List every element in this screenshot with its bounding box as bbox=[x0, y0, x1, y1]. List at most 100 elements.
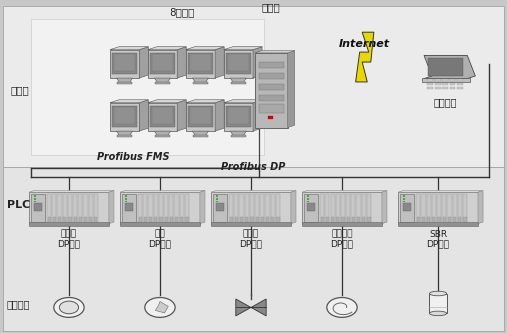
Polygon shape bbox=[186, 50, 215, 78]
Polygon shape bbox=[109, 190, 114, 224]
Bar bbox=[427, 87, 433, 89]
Bar bbox=[302, 222, 382, 226]
Bar bbox=[30, 194, 45, 222]
Bar bbox=[398, 192, 478, 224]
Bar bbox=[114, 108, 135, 125]
Bar bbox=[326, 217, 329, 222]
Bar bbox=[453, 217, 456, 222]
Polygon shape bbox=[148, 100, 186, 103]
Bar bbox=[259, 95, 284, 101]
Bar bbox=[453, 194, 457, 222]
Bar bbox=[463, 217, 466, 222]
Bar bbox=[276, 217, 279, 222]
Text: SBR: SBR bbox=[429, 229, 447, 238]
Polygon shape bbox=[224, 47, 262, 50]
Bar bbox=[84, 217, 87, 222]
Bar bbox=[230, 217, 233, 222]
Bar bbox=[403, 198, 405, 199]
Bar bbox=[336, 194, 340, 222]
Text: Internet: Internet bbox=[339, 39, 390, 49]
Bar bbox=[170, 217, 173, 222]
Bar bbox=[114, 54, 135, 71]
Bar bbox=[427, 79, 433, 81]
Bar bbox=[216, 200, 218, 202]
Bar bbox=[450, 87, 455, 89]
Polygon shape bbox=[200, 190, 205, 224]
Bar bbox=[261, 217, 264, 222]
Bar bbox=[31, 19, 264, 155]
Polygon shape bbox=[155, 78, 170, 83]
Text: 现场设备: 现场设备 bbox=[7, 299, 30, 309]
Bar bbox=[120, 192, 200, 224]
Bar bbox=[120, 222, 200, 226]
Bar bbox=[438, 217, 441, 222]
Bar bbox=[260, 194, 265, 222]
Bar bbox=[442, 194, 446, 222]
Polygon shape bbox=[230, 131, 246, 136]
Bar bbox=[57, 194, 62, 222]
Bar bbox=[58, 217, 61, 222]
Bar bbox=[347, 217, 350, 222]
Bar bbox=[320, 217, 324, 222]
Bar bbox=[3, 167, 504, 331]
Bar bbox=[211, 192, 291, 224]
Bar bbox=[331, 217, 334, 222]
Bar bbox=[432, 194, 436, 222]
Bar bbox=[231, 82, 245, 84]
Bar bbox=[150, 53, 175, 74]
Polygon shape bbox=[291, 190, 296, 224]
Bar bbox=[271, 217, 274, 222]
Bar bbox=[34, 200, 36, 202]
Polygon shape bbox=[255, 51, 295, 53]
Bar bbox=[180, 217, 184, 222]
Polygon shape bbox=[251, 299, 266, 316]
Bar bbox=[138, 194, 142, 222]
Bar bbox=[234, 194, 238, 222]
Polygon shape bbox=[224, 103, 253, 131]
Bar bbox=[174, 194, 178, 222]
Text: DP从站: DP从站 bbox=[239, 239, 263, 248]
Text: 泵站: 泵站 bbox=[155, 229, 165, 238]
Text: 鼓风机房: 鼓风机房 bbox=[331, 229, 353, 238]
Bar bbox=[89, 217, 92, 222]
Bar bbox=[367, 194, 371, 222]
Bar bbox=[63, 217, 66, 222]
Polygon shape bbox=[177, 47, 186, 78]
Bar bbox=[245, 217, 248, 222]
Bar bbox=[235, 217, 238, 222]
Polygon shape bbox=[424, 55, 476, 79]
Ellipse shape bbox=[429, 311, 447, 316]
Bar bbox=[216, 195, 218, 197]
Bar bbox=[442, 83, 448, 85]
Bar bbox=[53, 217, 56, 222]
Bar bbox=[346, 194, 350, 222]
Bar bbox=[228, 54, 249, 71]
Bar bbox=[442, 79, 448, 81]
Bar bbox=[356, 194, 360, 222]
Bar bbox=[435, 87, 441, 89]
Bar bbox=[47, 194, 51, 222]
Bar bbox=[125, 200, 127, 202]
Bar bbox=[159, 194, 163, 222]
Bar bbox=[422, 78, 469, 82]
Polygon shape bbox=[155, 131, 170, 136]
Polygon shape bbox=[236, 299, 251, 316]
Bar bbox=[307, 195, 309, 197]
Polygon shape bbox=[186, 47, 224, 50]
Bar bbox=[89, 194, 93, 222]
Polygon shape bbox=[253, 100, 262, 131]
Bar bbox=[435, 79, 441, 81]
Text: 中控室: 中控室 bbox=[11, 85, 29, 95]
Bar bbox=[125, 195, 127, 197]
Bar bbox=[341, 194, 345, 222]
Bar bbox=[155, 135, 170, 138]
Bar bbox=[211, 222, 291, 226]
Ellipse shape bbox=[429, 291, 447, 296]
Polygon shape bbox=[215, 100, 224, 131]
Polygon shape bbox=[177, 100, 186, 131]
Bar bbox=[361, 194, 366, 222]
Bar bbox=[457, 87, 463, 89]
Text: 变电所: 变电所 bbox=[61, 229, 77, 238]
Polygon shape bbox=[253, 47, 262, 78]
Polygon shape bbox=[120, 190, 205, 192]
